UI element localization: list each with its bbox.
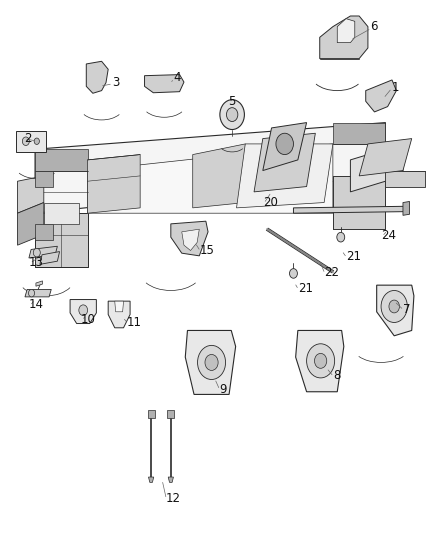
Text: 11: 11 xyxy=(127,316,142,329)
Polygon shape xyxy=(366,80,396,112)
Polygon shape xyxy=(86,61,108,93)
Circle shape xyxy=(389,300,399,313)
Polygon shape xyxy=(115,301,124,312)
Polygon shape xyxy=(377,285,414,336)
Circle shape xyxy=(314,353,327,368)
Polygon shape xyxy=(185,330,236,394)
Polygon shape xyxy=(254,133,315,192)
Circle shape xyxy=(337,232,345,242)
Polygon shape xyxy=(35,149,88,171)
Text: 2: 2 xyxy=(24,132,32,145)
Text: 21: 21 xyxy=(298,282,313,295)
Polygon shape xyxy=(193,144,245,208)
Polygon shape xyxy=(385,171,425,187)
Text: 5: 5 xyxy=(228,95,235,108)
Text: 21: 21 xyxy=(346,251,361,263)
Polygon shape xyxy=(36,281,42,286)
Polygon shape xyxy=(403,201,410,215)
Circle shape xyxy=(276,133,293,155)
Text: 13: 13 xyxy=(28,256,43,269)
Text: 1: 1 xyxy=(392,82,399,94)
Text: 8: 8 xyxy=(333,369,340,382)
Polygon shape xyxy=(182,229,199,251)
Circle shape xyxy=(290,269,297,278)
Text: 6: 6 xyxy=(370,20,378,33)
Circle shape xyxy=(226,108,238,122)
Polygon shape xyxy=(237,144,333,208)
Polygon shape xyxy=(171,221,208,256)
Circle shape xyxy=(79,305,88,316)
Circle shape xyxy=(307,344,335,378)
Polygon shape xyxy=(108,301,130,328)
Polygon shape xyxy=(88,155,140,213)
Circle shape xyxy=(198,345,226,379)
Circle shape xyxy=(205,354,218,370)
Polygon shape xyxy=(29,246,57,258)
Polygon shape xyxy=(350,144,403,192)
Circle shape xyxy=(34,138,39,144)
Polygon shape xyxy=(18,176,44,213)
Polygon shape xyxy=(35,123,385,213)
Text: 4: 4 xyxy=(173,71,180,84)
Polygon shape xyxy=(40,252,60,264)
Polygon shape xyxy=(293,206,407,213)
Text: 15: 15 xyxy=(199,244,214,257)
Text: 3: 3 xyxy=(112,76,119,89)
Text: 10: 10 xyxy=(81,313,96,326)
Circle shape xyxy=(220,100,244,130)
Polygon shape xyxy=(145,75,184,93)
Polygon shape xyxy=(148,410,155,418)
Polygon shape xyxy=(88,144,333,213)
Polygon shape xyxy=(168,477,173,482)
Polygon shape xyxy=(25,289,51,297)
Polygon shape xyxy=(148,477,154,482)
Text: 12: 12 xyxy=(166,492,180,505)
Polygon shape xyxy=(333,176,385,229)
Polygon shape xyxy=(35,213,88,266)
Polygon shape xyxy=(320,16,368,59)
Polygon shape xyxy=(35,224,53,240)
Text: 14: 14 xyxy=(28,298,43,311)
Polygon shape xyxy=(333,123,385,144)
Text: 20: 20 xyxy=(263,196,278,209)
Polygon shape xyxy=(333,176,385,229)
Polygon shape xyxy=(35,171,53,187)
Text: 22: 22 xyxy=(324,266,339,279)
Polygon shape xyxy=(167,410,174,418)
Polygon shape xyxy=(263,123,307,171)
Polygon shape xyxy=(337,19,355,43)
Circle shape xyxy=(22,137,29,146)
Polygon shape xyxy=(18,203,44,245)
Circle shape xyxy=(28,289,35,297)
Polygon shape xyxy=(359,139,412,176)
Text: 7: 7 xyxy=(403,303,410,316)
Text: 9: 9 xyxy=(219,383,226,395)
Text: 24: 24 xyxy=(381,229,396,242)
Polygon shape xyxy=(70,300,96,324)
Polygon shape xyxy=(16,131,46,152)
Polygon shape xyxy=(296,330,344,392)
Circle shape xyxy=(33,248,40,257)
Polygon shape xyxy=(44,203,79,224)
Circle shape xyxy=(381,290,407,322)
